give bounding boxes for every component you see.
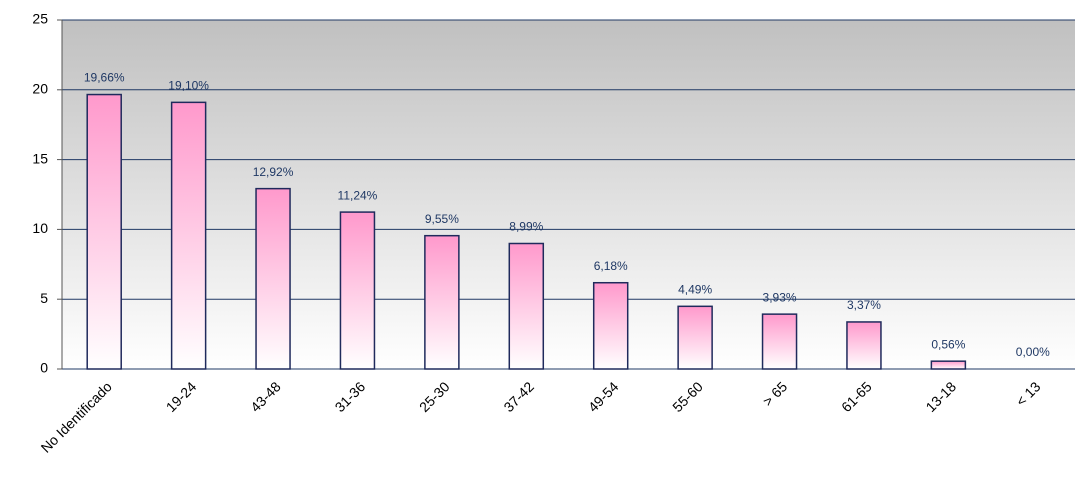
value-label: 3,37% [847,298,881,312]
x-tick-label: 55-60 [669,378,706,415]
x-tick-label: 31-36 [332,378,369,415]
y-tick-label: 25 [32,11,48,27]
x-tick-label: 37-42 [500,378,537,415]
value-label: 4,49% [678,282,712,296]
bar [846,321,882,370]
x-tick-label: > 65 [759,378,790,409]
value-label: 19,10% [168,79,209,93]
bar [930,360,967,370]
y-tick-label: 10 [32,220,48,236]
value-label: 9,55% [425,212,459,226]
x-tick-label: 13-18 [922,378,959,415]
bar [592,281,629,370]
y-tick-label: 15 [32,150,48,166]
bar [86,93,122,370]
x-tick-label: < 13 [1013,378,1044,409]
value-label: 8,99% [509,220,543,234]
bar [424,234,460,370]
value-label: 19,66% [84,71,125,85]
x-tick-label: 19-24 [163,378,200,415]
plot-area [62,20,1075,369]
bar [255,187,291,370]
y-tick-label: 5 [40,290,48,306]
value-label: 6,18% [594,259,628,273]
value-label: 3,93% [763,290,797,304]
bar [170,101,207,370]
x-tick-label: 49-54 [585,378,622,415]
value-label: 12,92% [253,165,294,179]
bar [339,211,376,370]
y-tick-label: 0 [40,360,48,376]
bar [508,242,545,370]
x-tick-label: 43-48 [247,378,284,415]
value-label: 0,56% [931,337,965,351]
y-tick-label: 20 [32,81,48,97]
value-label: 11,24% [338,188,378,202]
x-tick-label: 25-30 [416,378,453,415]
bar [761,313,798,370]
x-tick-label: 61-65 [838,378,875,415]
value-label: 0,00% [1016,345,1050,359]
bar [677,305,713,370]
x-tick-label: No Identificado [38,378,116,456]
